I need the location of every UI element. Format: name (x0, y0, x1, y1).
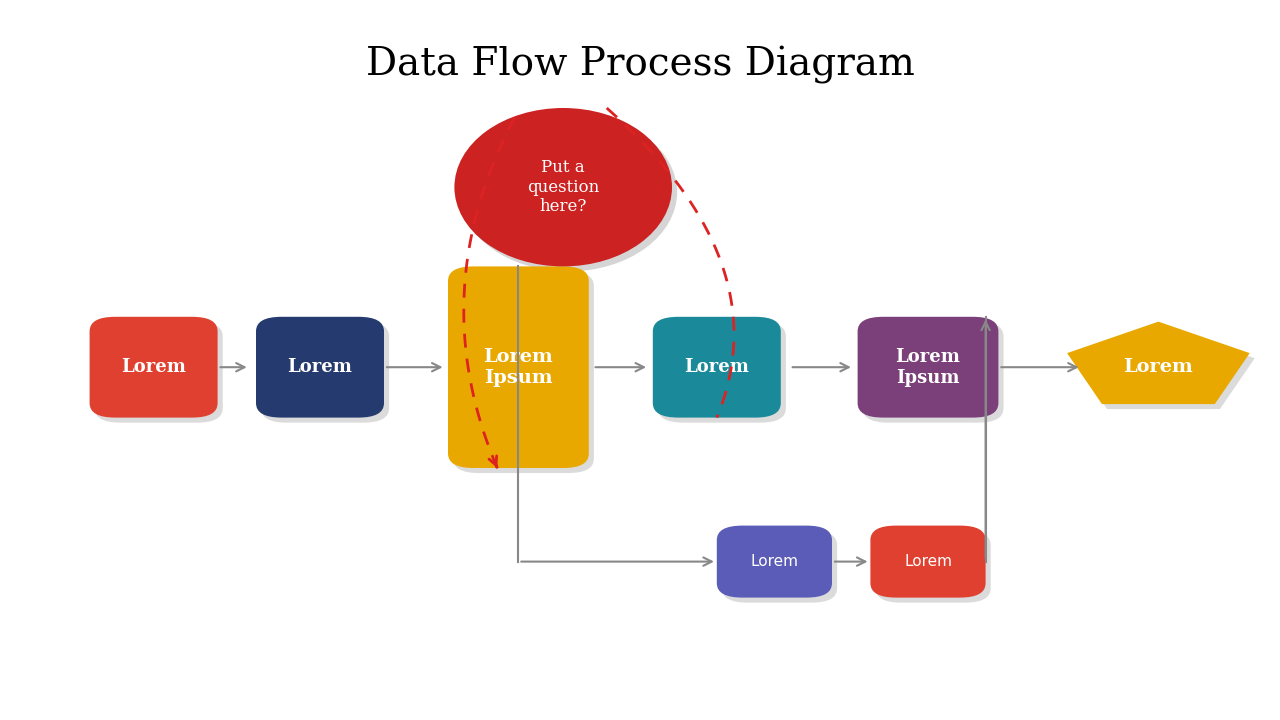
Text: Lorem: Lorem (904, 554, 952, 569)
Text: Lorem: Lorem (1124, 359, 1193, 376)
FancyBboxPatch shape (863, 322, 1004, 423)
Text: Lorem: Lorem (750, 554, 799, 569)
Text: Lorem
Ipsum: Lorem Ipsum (896, 348, 960, 387)
FancyBboxPatch shape (717, 526, 832, 598)
FancyBboxPatch shape (653, 317, 781, 418)
FancyBboxPatch shape (876, 531, 991, 603)
FancyBboxPatch shape (658, 322, 786, 423)
Ellipse shape (460, 113, 677, 271)
FancyBboxPatch shape (722, 531, 837, 603)
FancyBboxPatch shape (448, 266, 589, 468)
Text: Put a
question
here?: Put a question here? (527, 159, 599, 215)
FancyBboxPatch shape (256, 317, 384, 418)
Ellipse shape (454, 108, 672, 266)
Text: Lorem: Lorem (288, 359, 352, 376)
Text: Data Flow Process Diagram: Data Flow Process Diagram (366, 46, 914, 84)
FancyBboxPatch shape (261, 322, 389, 423)
Text: Lorem: Lorem (685, 359, 749, 376)
FancyBboxPatch shape (95, 322, 223, 423)
FancyBboxPatch shape (453, 271, 594, 473)
Polygon shape (1073, 327, 1254, 409)
FancyBboxPatch shape (858, 317, 998, 418)
FancyBboxPatch shape (870, 526, 986, 598)
Polygon shape (1068, 322, 1249, 404)
Text: Lorem
Ipsum: Lorem Ipsum (484, 348, 553, 387)
FancyBboxPatch shape (90, 317, 218, 418)
Text: Lorem: Lorem (122, 359, 186, 376)
